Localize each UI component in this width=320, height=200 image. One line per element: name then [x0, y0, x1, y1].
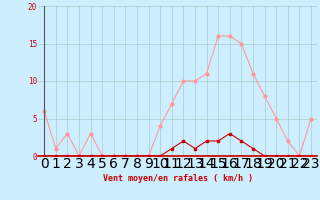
- X-axis label: Vent moyen/en rafales ( km/h ): Vent moyen/en rafales ( km/h ): [103, 174, 252, 183]
